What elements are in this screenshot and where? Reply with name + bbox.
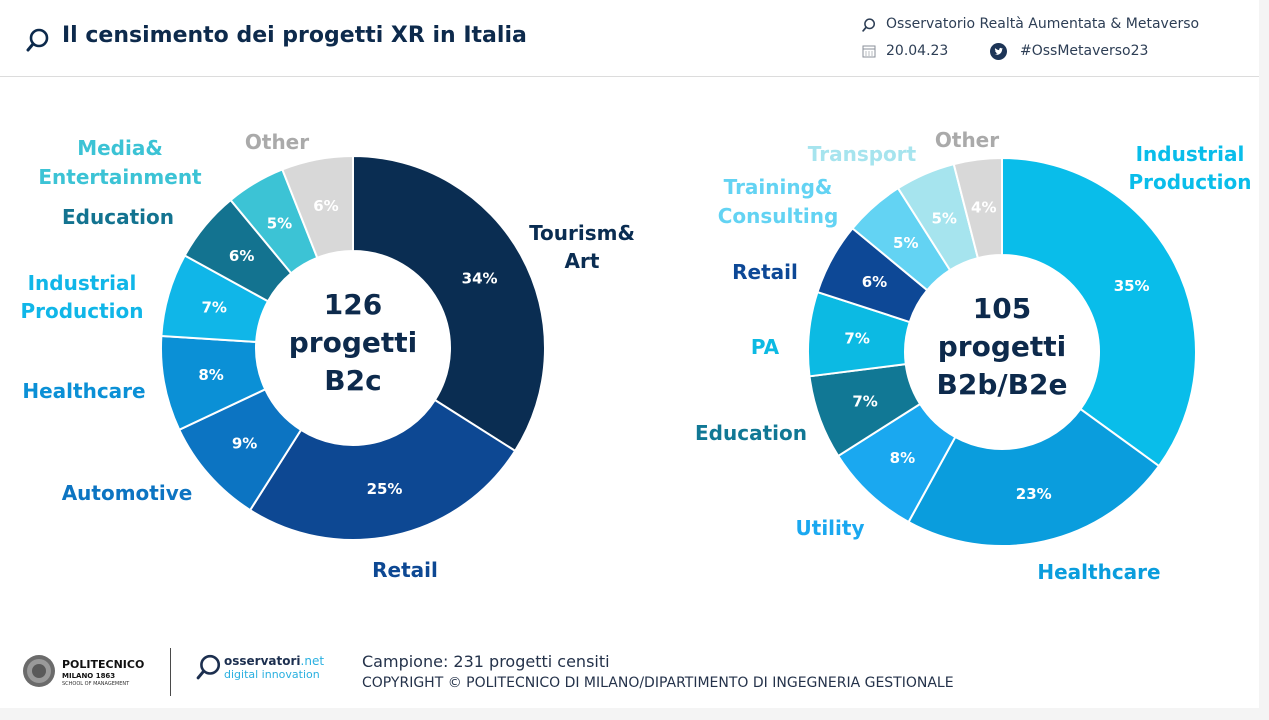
chart1-value-label-4: 7% — [202, 299, 227, 317]
calendar-icon — [862, 45, 876, 58]
chart2-category-label-1: Healthcare — [1037, 560, 1160, 584]
chart2-slice-1 — [907, 407, 1161, 547]
chart2-center-text-0: 105 — [973, 292, 1031, 325]
chart1-value-label-5: 6% — [229, 247, 254, 265]
politecnico-logo: POLITECNICO MILANO 1863 SCHOOL OF MANAGE… — [22, 654, 152, 694]
chart1-category-label-3: Healthcare — [22, 379, 145, 403]
chart2-value-label-7: 5% — [931, 209, 956, 227]
chart2-category-label-6: Consulting — [718, 204, 839, 228]
chart1-value-label-7: 6% — [313, 197, 338, 215]
osservatori-name-net: .net — [300, 654, 325, 668]
chart2-value-label-5: 6% — [862, 273, 887, 291]
chart1-category-label-2: Automotive — [62, 481, 193, 505]
chart2-value-label-3: 7% — [852, 392, 877, 410]
chart1-value-label-1: 25% — [367, 480, 403, 498]
twitter-icon — [990, 43, 1007, 60]
chart1-category-label-5: Education — [62, 205, 174, 229]
chart1-slice-1 — [248, 398, 517, 541]
chart1-category-label-0: Art — [565, 249, 600, 273]
chart1-value-label-2: 9% — [232, 435, 257, 453]
copyright-text: COPYRIGHT © POLITECNICO DI MILANO/DIPART… — [362, 675, 954, 691]
chart2-category-label-0: Industrial — [1136, 142, 1245, 166]
chart2-category-label-8: Other — [935, 128, 999, 152]
chart1-center-text-1: progetti — [289, 326, 418, 359]
chart2-slice-0 — [1001, 156, 1197, 468]
osservatori-name: osservatori.net — [224, 654, 324, 668]
chart1-slice-0 — [352, 154, 546, 453]
slide: Il censimento dei progetti XR in Italia … — [0, 0, 1259, 708]
page-title: Il censimento dei progetti XR in Italia — [62, 23, 527, 48]
chart2-value-label-1: 23% — [1016, 485, 1052, 503]
osservatori-sub: digital innovation — [224, 668, 320, 681]
chart2-category-label-5: Retail — [732, 260, 798, 284]
chart1-value-label-6: 5% — [267, 215, 292, 233]
politecnico-seal-icon — [23, 655, 55, 687]
chart1-category-label-4: Production — [20, 299, 143, 323]
politecnico-sub: MILANO 1863 — [62, 672, 116, 680]
chart1-value-label-3: 8% — [198, 366, 223, 384]
observatory-name: Osservatorio Realtà Aumentata & Metavers… — [886, 16, 1200, 32]
chart1-category-label-6: Entertainment — [38, 165, 202, 189]
footer-divider — [170, 648, 171, 696]
magnifier-icon — [26, 28, 49, 52]
chart2-category-label-0: Production — [1128, 170, 1251, 194]
chart2-center-text-2: B2b/B2e — [937, 368, 1068, 401]
chart1-category-label-6: Media& — [77, 136, 163, 160]
chart2-slice-8 — [952, 156, 1003, 260]
chart2-category-label-7: Transport — [808, 142, 917, 166]
osservatori-name-main: osservatori — [224, 654, 301, 668]
sample-text: Campione: 231 progetti censiti — [362, 652, 610, 671]
chart2-center-text-1: progetti — [938, 330, 1067, 363]
magnifier-small-icon — [862, 18, 876, 32]
politecnico-name: POLITECNICO — [62, 658, 145, 671]
chart2-category-label-3: Education — [695, 421, 807, 445]
chart2-value-label-6: 5% — [893, 234, 918, 252]
chart1-category-label-7: Other — [245, 130, 309, 154]
chart2-value-label-0: 35% — [1114, 277, 1150, 295]
chart2-value-label-2: 8% — [890, 449, 915, 467]
date: 20.04.23 — [886, 43, 949, 59]
chart1-category-label-1: Retail — [372, 558, 438, 582]
chart2-value-label-4: 7% — [844, 329, 869, 347]
chart1-value-label-0: 34% — [462, 269, 498, 287]
politecnico-sub2: SCHOOL OF MANAGEMENT — [62, 681, 130, 687]
chart1-slice-7 — [281, 154, 354, 260]
chart1-center-text-2: B2c — [324, 364, 381, 397]
header: Il censimento dei progetti XR in Italia … — [0, 0, 1259, 77]
osservatori-magnifier-icon — [196, 654, 221, 680]
chart2-category-label-4: PA — [751, 335, 780, 359]
chart1-center-text-0: 126 — [324, 288, 382, 321]
donut-charts: 34% Tourism&Art 25% Retail 9% Automotive 8% Hea… — [20, 128, 1251, 584]
chart2-category-label-6: Training& — [724, 175, 833, 199]
chart2-value-label-8: 4% — [971, 199, 996, 217]
osservatori-logo: osservatori.net digital innovation — [196, 652, 336, 692]
chart1-category-label-4: Industrial — [28, 271, 137, 295]
chart1-category-label-0: Tourism& — [529, 221, 635, 245]
hashtag: #OssMetaverso23 — [1020, 43, 1149, 59]
chart2-category-label-2: Utility — [796, 516, 865, 540]
